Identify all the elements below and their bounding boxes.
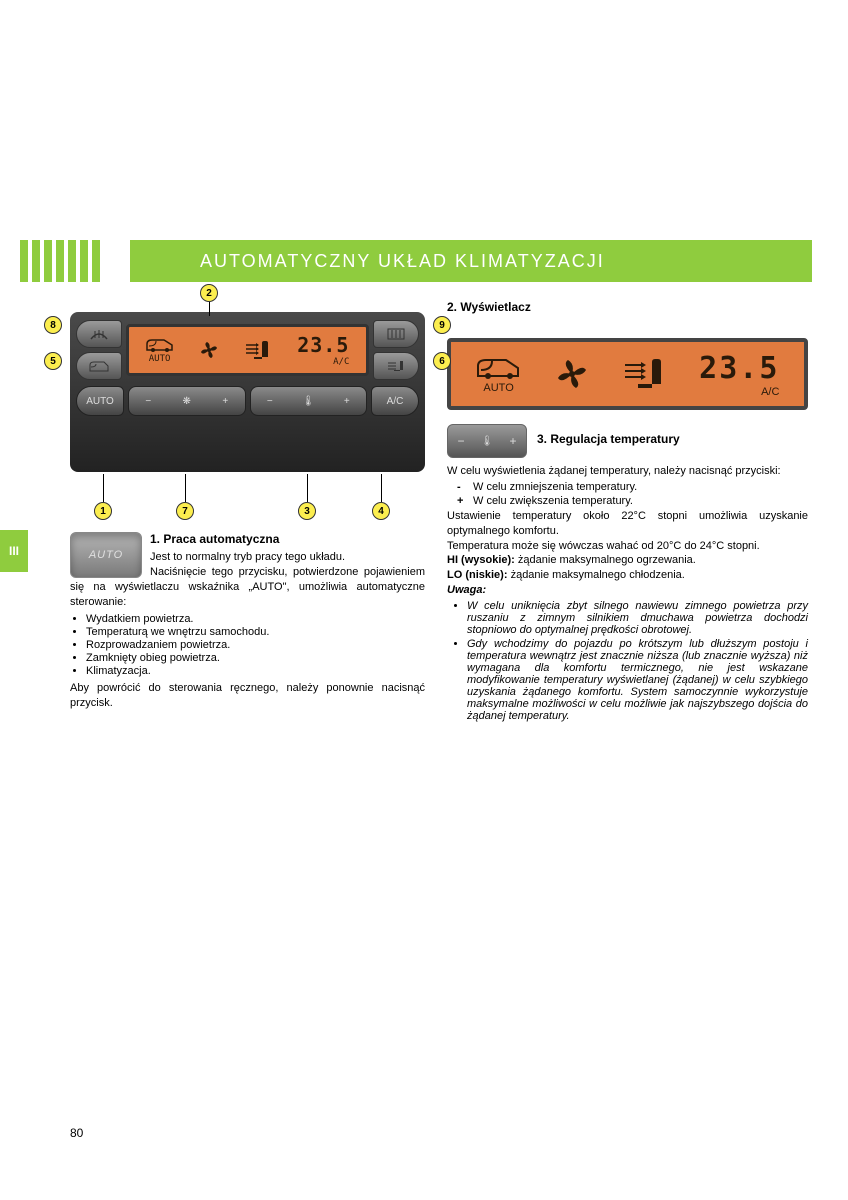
temp-button-image: −🌡+ bbox=[447, 424, 527, 458]
ac-indicator: A/C bbox=[333, 357, 349, 367]
rear-defrost-icon bbox=[386, 327, 406, 341]
fan-icon bbox=[199, 340, 219, 360]
page-title: AUTOMATYCZNY UKŁAD KLIMATYZACJI bbox=[130, 240, 812, 282]
airflow-icon bbox=[244, 339, 272, 361]
section1-after: Aby powrócić do sterowania ręcznego, nal… bbox=[70, 681, 425, 711]
car-icon bbox=[476, 354, 522, 382]
recirc-icon bbox=[88, 359, 110, 373]
section3-p1: Ustawienie temperatury około 22°C stopni… bbox=[447, 509, 808, 539]
section3-notes: W celu uniknięcia zbyt silnego nawiewu z… bbox=[467, 600, 808, 722]
callout-3: 3 bbox=[298, 502, 316, 520]
callout-6: 6 bbox=[433, 352, 451, 370]
temperature-value: 23.5 bbox=[297, 333, 349, 357]
callout-9: 9 bbox=[433, 316, 451, 334]
airflow-icon bbox=[622, 356, 666, 392]
car-icon bbox=[146, 336, 174, 354]
fan-icon bbox=[555, 357, 589, 391]
auto-button[interactable]: AUTO bbox=[76, 386, 124, 416]
section3-p2: Temperatura może się wówczas wahać od 20… bbox=[447, 539, 808, 554]
auto-indicator: AUTO bbox=[149, 354, 171, 364]
airflow-mode-icon bbox=[386, 359, 406, 373]
callout-1: 1 bbox=[94, 502, 112, 520]
chapter-tab: III bbox=[0, 530, 28, 572]
section1-bullets: Wydatkiem powietrza. Temperaturą we wnęt… bbox=[86, 613, 425, 677]
defrost-front-button[interactable] bbox=[76, 320, 122, 348]
lcd-display: AUTO 23.5 A/C bbox=[126, 324, 369, 376]
airflow-mode-button[interactable] bbox=[373, 352, 419, 380]
callout-8: 8 bbox=[44, 316, 62, 334]
ac-button[interactable]: A/C bbox=[371, 386, 419, 416]
section2-heading: 2. Wyświetlacz bbox=[447, 300, 808, 314]
minus-line: -W celu zmniejszenia temperatury. bbox=[457, 481, 808, 493]
callout-7: 7 bbox=[176, 502, 194, 520]
recirculation-button[interactable] bbox=[76, 352, 122, 380]
callout-5: 5 bbox=[44, 352, 62, 370]
callout-2: 2 bbox=[200, 284, 218, 302]
climate-control-panel: 2 8 9 5 6 1 7 3 4 bbox=[70, 312, 425, 472]
auto-button-image: AUTO bbox=[70, 532, 142, 578]
defrost-icon bbox=[89, 327, 109, 341]
section3-intro: W celu wyświetlenia żądanej temperatury,… bbox=[447, 464, 808, 479]
lo-line: LO (niskie): żądanie maksymalnego chłodz… bbox=[447, 568, 808, 583]
hi-line: HI (wysokie): żądanie maksymalnego ogrze… bbox=[447, 553, 808, 568]
page-number: 80 bbox=[70, 1126, 83, 1140]
defrost-rear-button[interactable] bbox=[373, 320, 419, 348]
decorative-stripes bbox=[20, 240, 100, 282]
callout-4: 4 bbox=[372, 502, 390, 520]
big-display: AUTO 23.5 A/C bbox=[447, 338, 808, 410]
plus-line: +W celu zwiększenia temperatury. bbox=[457, 495, 808, 507]
note-label: Uwaga: bbox=[447, 583, 808, 598]
temperature-button[interactable]: −🌡+ bbox=[250, 386, 368, 416]
fan-speed-button[interactable]: −❋+ bbox=[128, 386, 246, 416]
